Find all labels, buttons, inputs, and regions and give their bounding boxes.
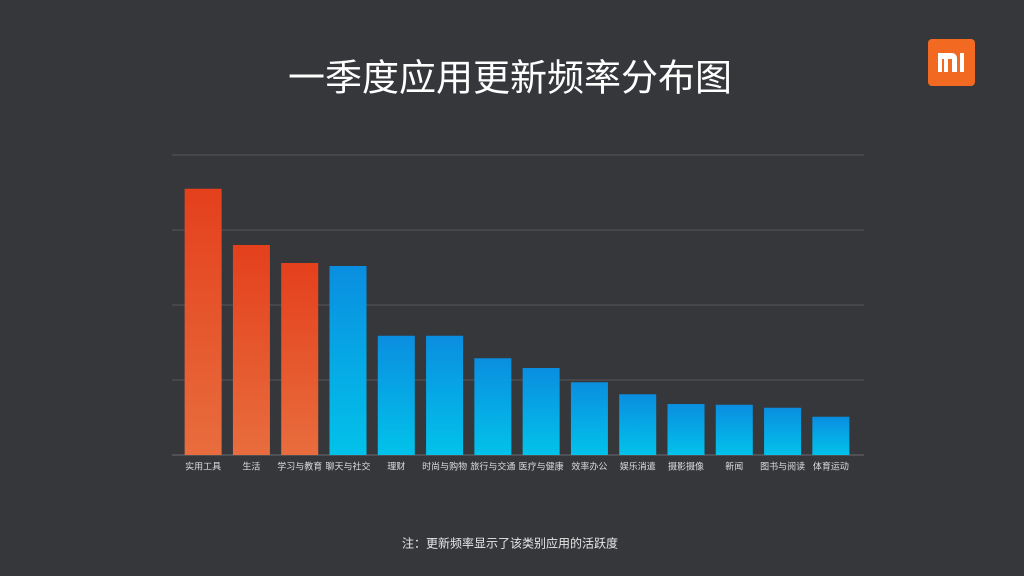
x-tick-label: 新闻 [725,461,743,473]
x-tick-label: 医疗与健康 [519,461,564,473]
bar [619,394,657,455]
bar [522,368,560,455]
x-tick-label: 旅行与交通 [470,461,515,473]
logo [928,39,975,86]
x-tick-label: 聊天与社交 [325,461,370,473]
bar [474,358,512,455]
x-tick-label: 娱乐消遣 [620,461,656,473]
chart-title: 一季度应用更新频率分布图 [288,57,732,100]
chart-note: 注：更新频率显示了该类别应用的活跃度 [402,536,618,551]
bar [232,245,270,455]
bar [329,266,367,455]
bar [426,335,464,455]
x-tick-label: 理财 [387,461,405,473]
x-tick-label: 时尚与购物 [422,461,467,473]
bar [377,335,415,455]
bar [764,407,802,455]
bar [715,404,753,455]
bar [570,382,608,455]
x-tick-label: 生活 [242,461,260,473]
x-tick-label: 体育运动 [813,461,849,473]
bar [667,404,705,455]
x-tick-label: 图书与阅读 [760,461,805,473]
bar [812,416,850,455]
x-tick-label: 摄影摄像 [668,461,704,473]
x-tick-label: 实用工具 [185,461,221,473]
bar [281,263,319,455]
x-tick-label: 效率办公 [571,461,607,473]
x-tick-label: 学习与教育 [277,461,322,473]
bar [184,188,222,455]
